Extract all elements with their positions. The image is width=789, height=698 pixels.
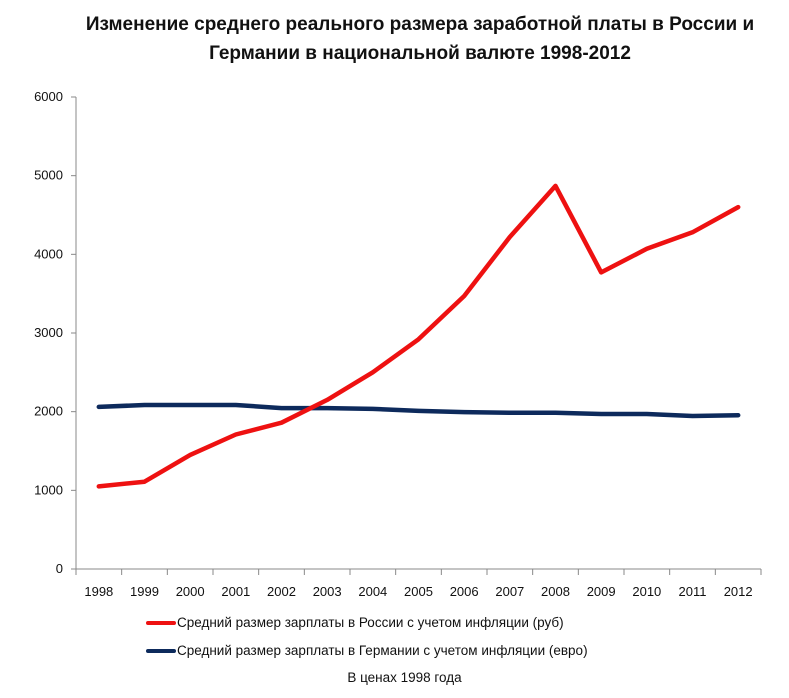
y-tick-label: 2000 bbox=[34, 404, 63, 419]
y-tick-label: 5000 bbox=[34, 168, 63, 183]
x-tick-label: 2001 bbox=[221, 584, 250, 599]
x-tick-label: 2009 bbox=[587, 584, 616, 599]
series-line-germany bbox=[96, 402, 741, 419]
chart-note: В ценах 1998 года bbox=[347, 670, 462, 685]
legend-item-germany: Средний размер зарплаты в Германии с уче… bbox=[146, 643, 588, 658]
y-tick-label: 0 bbox=[56, 561, 63, 576]
legend-item-russia: Средний размер зарплаты в России с учето… bbox=[146, 615, 564, 630]
x-tick-label: 2010 bbox=[632, 584, 661, 599]
x-tick-label: 2000 bbox=[176, 584, 205, 599]
x-tick-label: 2005 bbox=[404, 584, 433, 599]
x-tick-label: 2007 bbox=[495, 584, 524, 599]
x-tick-label: 2003 bbox=[313, 584, 342, 599]
x-tick-label: 1998 bbox=[84, 584, 113, 599]
legend-label-germany: Средний размер зарплаты в Германии с уче… bbox=[177, 643, 588, 658]
x-tick-label: 2011 bbox=[679, 584, 707, 599]
chart-title: Изменение среднего реального размера зар… bbox=[85, 14, 755, 64]
x-tick-label: 2002 bbox=[267, 584, 296, 599]
x-tick-label: 2006 bbox=[450, 584, 479, 599]
y-tick-label: 4000 bbox=[34, 246, 63, 261]
x-tick-label: 1999 bbox=[130, 584, 159, 599]
legend-swatch-red bbox=[146, 621, 176, 626]
legend-label-russia: Средний размер зарплаты в России с учето… bbox=[177, 615, 564, 630]
y-tick-label: 1000 bbox=[34, 482, 63, 497]
y-tick-label: 3000 bbox=[34, 325, 63, 340]
series-line-russia bbox=[96, 183, 741, 489]
x-tick-label: 2012 bbox=[724, 584, 753, 599]
x-tick-label: 2008 bbox=[541, 584, 570, 599]
x-tick-label: 2004 bbox=[358, 584, 387, 599]
legend-swatch-navy bbox=[146, 649, 176, 654]
y-tick-label: 6000 bbox=[34, 89, 63, 104]
